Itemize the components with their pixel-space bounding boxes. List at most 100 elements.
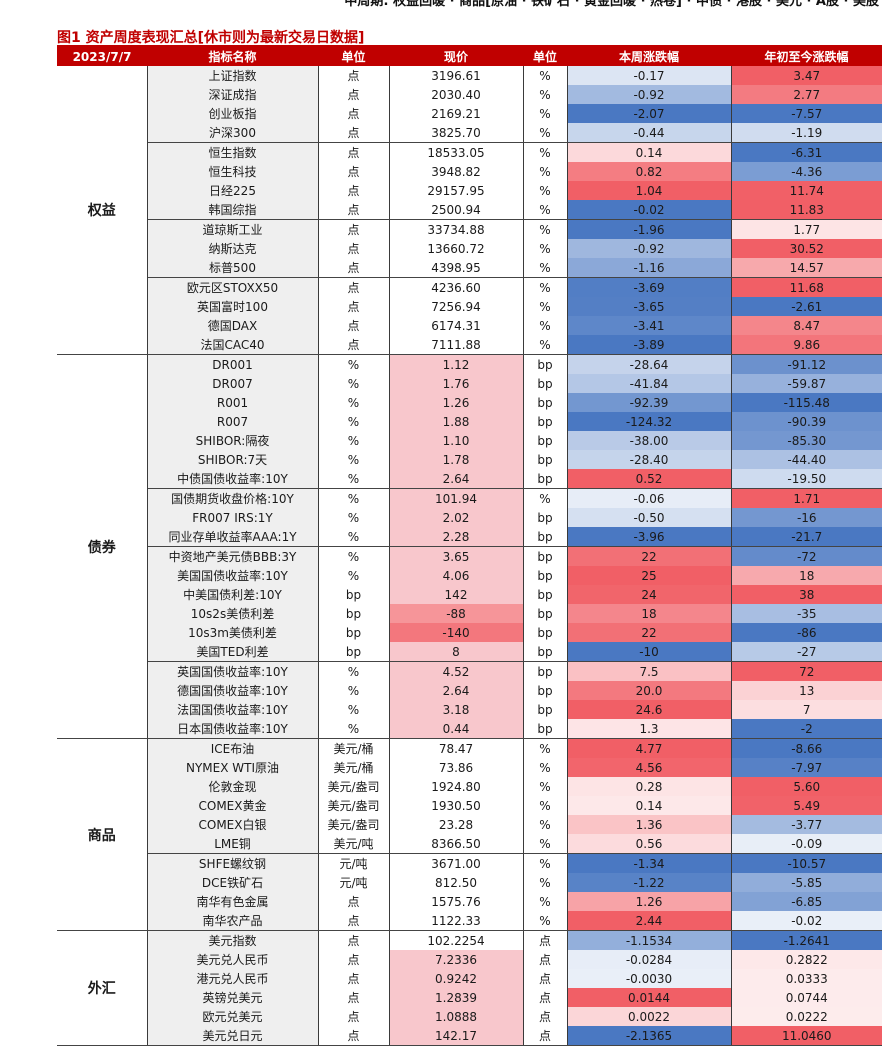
indicator-name: 欧元兑美元: [147, 1007, 319, 1026]
ytd-change-cell: -91.12: [731, 354, 882, 374]
price-cell: 4.52: [389, 661, 524, 681]
table-row: 外汇 美元指数点 102.2254 点 -1.1534 -1.2641: [57, 930, 882, 1046]
table-row: 10s2s美债利差 bp -88 bp 18 -35: [57, 604, 882, 623]
price-cell: 2030.40: [389, 85, 524, 104]
unit-cell: %: [318, 661, 390, 681]
unit2-cell: bp: [523, 681, 568, 700]
price-cell: 3825.70: [389, 123, 524, 143]
indicator-name: LME铜: [147, 834, 319, 854]
unit-cell: bp: [318, 642, 390, 662]
unit2-cell: %: [523, 488, 568, 508]
ytd-change-cell: -85.30: [731, 431, 882, 450]
price-cell: 4236.60: [389, 277, 524, 297]
unit2-cell: %: [523, 85, 568, 104]
col-date: 2023/7/7: [57, 47, 147, 66]
week-change-cell: -38.00: [567, 431, 732, 450]
unit-cell: 点: [318, 239, 390, 258]
indicator-name: 恒生指数: [147, 142, 319, 162]
table-row: 深证成指点 2030.40% -0.92 2.77: [57, 85, 882, 104]
week-change-cell: 4.77: [567, 738, 732, 758]
unit2-cell: bp: [523, 412, 568, 431]
unit2-cell: %: [523, 815, 568, 834]
week-change-cell: -1.34: [567, 853, 732, 873]
unit2-cell: bp: [523, 527, 568, 547]
table-row: 美元兑人民币点 7.2336 点 -0.0284 0.2822: [57, 950, 882, 969]
price-cell: 1924.80: [389, 777, 524, 796]
unit2-cell: %: [523, 738, 568, 758]
week-change-cell: -92.39: [567, 393, 732, 412]
ytd-change-cell: -7.97: [731, 758, 882, 777]
ytd-change-cell: 0.0333: [731, 969, 882, 988]
unit2-cell: %: [523, 316, 568, 335]
week-change-cell: 1.04: [567, 181, 732, 200]
table-row: 同业存单收益率AAA:1Y% 2.28 bp -3.96 -21.7: [57, 527, 882, 547]
unit2-cell: 点: [523, 950, 568, 969]
week-change-cell: 20.0: [567, 681, 732, 700]
indicator-name: R007: [147, 412, 319, 431]
week-change-cell: -3.96: [567, 527, 732, 547]
unit2-cell: 点: [523, 1026, 568, 1046]
table-row: 恒生科技点 3948.82% 0.82 -4.36: [57, 162, 882, 181]
week-change-cell: -124.32: [567, 412, 732, 431]
unit2-cell: %: [523, 142, 568, 162]
col-unit2: 单位: [523, 47, 567, 66]
table-row: 恒生指数点 18533.05% 0.14 -6.31: [57, 142, 882, 162]
unit-cell: %: [318, 488, 390, 508]
unit2-cell: %: [523, 104, 568, 123]
unit2-cell: %: [523, 219, 568, 239]
ytd-change-cell: 13: [731, 681, 882, 700]
indicator-name: FR007 IRS:1Y: [147, 508, 319, 527]
unit-cell: %: [318, 374, 390, 393]
unit-cell: %: [318, 469, 390, 489]
unit-cell: 点: [318, 104, 390, 123]
price-cell: 1.10: [389, 431, 524, 450]
price-cell: 101.94: [389, 488, 524, 508]
price-cell: 3671.00: [389, 853, 524, 873]
table-row: 英镑兑美元点 1.2839 点 0.0144 0.0744: [57, 988, 882, 1007]
week-change-cell: 4.56: [567, 758, 732, 777]
indicator-name: SHIBOR:7天: [147, 450, 319, 469]
ytd-change-cell: -8.66: [731, 738, 882, 758]
unit-cell: 美元/盎司: [318, 815, 390, 834]
ytd-change-cell: -86: [731, 623, 882, 642]
week-change-cell: -0.06: [567, 488, 732, 508]
price-cell: 7256.94: [389, 297, 524, 316]
unit2-cell: %: [523, 834, 568, 854]
price-cell: 2.28: [389, 527, 524, 547]
unit-cell: 点: [318, 335, 390, 355]
category-label: 债券: [57, 354, 148, 739]
unit2-cell: 点: [523, 1007, 568, 1026]
unit-cell: 点: [318, 258, 390, 278]
price-cell: 1.76: [389, 374, 524, 393]
ytd-change-cell: -0.09: [731, 834, 882, 854]
unit-cell: 美元/吨: [318, 834, 390, 854]
week-change-cell: 18: [567, 604, 732, 623]
unit2-cell: %: [523, 892, 568, 911]
unit-cell: 点: [318, 219, 390, 239]
indicator-name: 英国富时100: [147, 297, 319, 316]
unit2-cell: %: [523, 277, 568, 297]
unit2-cell: bp: [523, 469, 568, 489]
indicator-name: 德国DAX: [147, 316, 319, 335]
table-row: 创业板指点 2169.21% -2.07 -7.57: [57, 104, 882, 123]
week-change-cell: 2.44: [567, 911, 732, 931]
unit2-cell: %: [523, 239, 568, 258]
unit-cell: %: [318, 681, 390, 700]
price-cell: 2.64: [389, 681, 524, 700]
table-row: DCE铁矿石 元/吨 812.50% -1.22 -5.85: [57, 873, 882, 892]
week-change-cell: 0.14: [567, 142, 732, 162]
table-row: 美国国债收益率:10Y% 4.06 bp 25 18: [57, 566, 882, 585]
week-change-cell: -3.69: [567, 277, 732, 297]
unit2-cell: bp: [523, 374, 568, 393]
table-row: 日经225 点 29157.95% 1.04 11.74: [57, 181, 882, 200]
table-row: 欧元区STOXX50 点 4236.60% -3.69 11.68: [57, 277, 882, 297]
unit2-cell: bp: [523, 719, 568, 739]
indicator-name: 德国国债收益率:10Y: [147, 681, 319, 700]
indicator-name: 法国国债收益率:10Y: [147, 700, 319, 719]
ytd-change-cell: -10.57: [731, 853, 882, 873]
table-row: 日本国债收益率:10Y% 0.44 bp 1.3 -2: [57, 719, 882, 739]
table-row: 伦敦金现 美元/盎司 1924.80% 0.28 5.60: [57, 777, 882, 796]
unit-cell: 点: [318, 969, 390, 988]
table-row: 韩国综指点 2500.94% -0.02 11.83: [57, 200, 882, 220]
ytd-change-cell: 2.77: [731, 85, 882, 104]
